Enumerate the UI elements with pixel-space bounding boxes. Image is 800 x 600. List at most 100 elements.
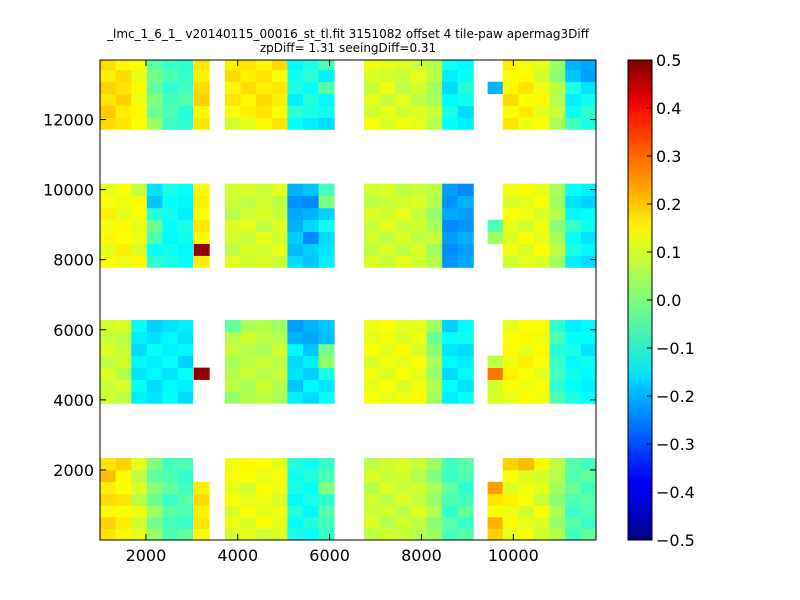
- heatmap-cell: [580, 195, 597, 209]
- heatmap-cell: [565, 458, 582, 471]
- heatmap-cell: [271, 60, 288, 71]
- heatmap-cell: [457, 343, 474, 357]
- heatmap-cell: [410, 319, 427, 333]
- heatmap-cell: [100, 458, 117, 471]
- heatmap-cell: [256, 516, 273, 529]
- heatmap-cell: [287, 516, 304, 529]
- heatmap-cell: [518, 219, 535, 233]
- x-tick-label: 6000: [309, 546, 350, 565]
- heatmap-cell: [146, 331, 163, 345]
- heatmap-cell: [379, 93, 396, 106]
- heatmap-cell: [487, 391, 504, 404]
- heatmap-cell: [100, 93, 117, 106]
- colorbar-tick-label: 0.0: [656, 291, 681, 310]
- heatmap-cell: [115, 505, 132, 518]
- heatmap-cell: [256, 231, 273, 244]
- heatmap-cell: [240, 481, 257, 495]
- heatmap-cell: [256, 391, 273, 404]
- heatmap-cell: [271, 183, 288, 196]
- heatmap-cell: [426, 117, 443, 130]
- heatmap-cell: [131, 243, 148, 256]
- heatmap-cell: [224, 355, 241, 369]
- heatmap-cell: [240, 195, 257, 209]
- heatmap-cell: [457, 493, 474, 506]
- heatmap-cell: [379, 505, 396, 518]
- heatmap-cell: [240, 367, 257, 380]
- heatmap-cell: [256, 69, 273, 83]
- heatmap-cell: [240, 69, 257, 83]
- heatmap-cell: [256, 505, 273, 518]
- heatmap-cells: [100, 60, 597, 541]
- heatmap-cell: [410, 331, 427, 345]
- heatmap-cell: [318, 105, 335, 118]
- colorbar-tick-label: 0.5: [656, 51, 681, 70]
- heatmap-cell: [442, 183, 459, 196]
- heatmap-cell: [224, 219, 241, 233]
- heatmap-cell: [395, 469, 412, 483]
- y-tick-label: 8000: [53, 251, 94, 270]
- heatmap-cell: [287, 458, 304, 471]
- heatmap-cell: [193, 528, 210, 541]
- heatmap-cell: [549, 231, 566, 244]
- heatmap-cell: [426, 93, 443, 106]
- heatmap-cell: [549, 255, 566, 268]
- heatmap-cell: [302, 69, 319, 83]
- heatmap-cell: [364, 379, 381, 392]
- heatmap-cell: [457, 469, 474, 483]
- heatmap-cell: [426, 243, 443, 256]
- heatmap-cell: [426, 319, 443, 333]
- heatmap-cell: [131, 69, 148, 83]
- heatmap-cell: [549, 117, 566, 130]
- heatmap-cell: [224, 319, 241, 333]
- heatmap-cell: [240, 343, 257, 357]
- heatmap-cell: [302, 331, 319, 345]
- heatmap-cell: [131, 183, 148, 196]
- heatmap-cell: [565, 183, 582, 196]
- heatmap-cell: [287, 481, 304, 495]
- heatmap-cell: [518, 81, 535, 95]
- heatmap-cell: [256, 343, 273, 357]
- heatmap-cell: [162, 493, 179, 506]
- heatmap-cell: [302, 195, 319, 209]
- heatmap-cell: [256, 331, 273, 345]
- heatmap-cell: [364, 528, 381, 541]
- heatmap-cell: [240, 331, 257, 345]
- heatmap-cell: [364, 207, 381, 221]
- heatmap-cell: [487, 231, 504, 244]
- heatmap-cell: [534, 505, 551, 518]
- heatmap-cell: [178, 331, 194, 345]
- heatmap-cell: [318, 93, 335, 106]
- heatmap-cell: [457, 355, 474, 369]
- heatmap-cell: [364, 255, 381, 268]
- heatmap-cell: [162, 343, 179, 357]
- heatmap-cell: [534, 379, 551, 392]
- heatmap-cell: [426, 255, 443, 268]
- heatmap-cell: [240, 458, 257, 471]
- heatmap-cell: [162, 516, 179, 529]
- heatmap-cell: [162, 458, 179, 471]
- heatmap-cell: [193, 93, 210, 106]
- heatmap-cell: [178, 528, 194, 541]
- heatmap-cell: [256, 367, 273, 380]
- heatmap-cell: [271, 379, 288, 392]
- heatmap-cell: [502, 516, 519, 529]
- heatmap-cell: [395, 60, 412, 71]
- heatmap-cell: [410, 367, 427, 380]
- heatmap-cell: [502, 458, 519, 471]
- heatmap-cell: [395, 379, 412, 392]
- heatmap-cell: [178, 355, 194, 369]
- heatmap-cell: [193, 207, 210, 221]
- heatmap-cell: [395, 231, 412, 244]
- heatmap-cell: [518, 458, 535, 471]
- heatmap-cell: [457, 255, 474, 268]
- heatmap-cell: [162, 207, 179, 221]
- heatmap-cell: [271, 391, 288, 404]
- colorbar-tick-label: 0.3: [656, 147, 681, 166]
- heatmap-cell: [131, 367, 148, 380]
- heatmap-cell: [534, 117, 551, 130]
- heatmap-cell: [442, 243, 459, 256]
- heatmap-cell: [395, 367, 412, 380]
- heatmap-cell: [131, 505, 148, 518]
- heatmap-cell: [100, 367, 117, 380]
- heatmap-cell: [318, 117, 335, 130]
